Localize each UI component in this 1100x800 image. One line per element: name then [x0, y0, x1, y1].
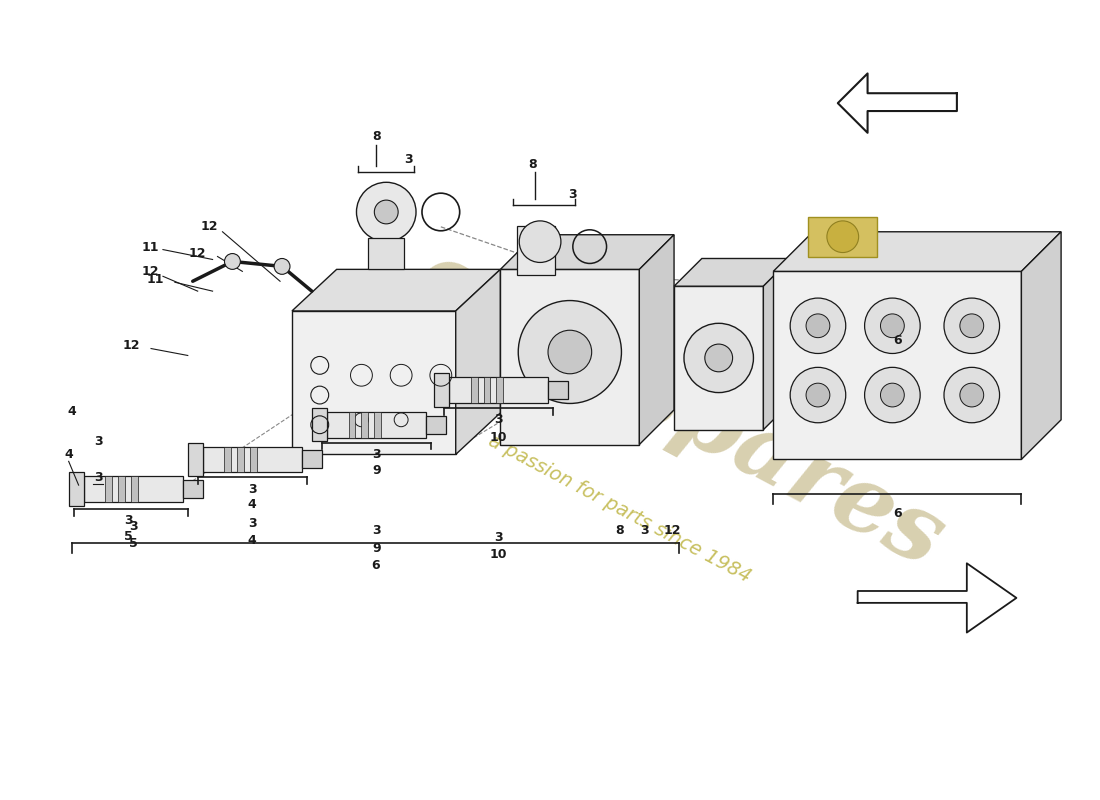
Polygon shape [500, 234, 674, 270]
Polygon shape [224, 446, 231, 472]
Circle shape [374, 200, 398, 224]
Polygon shape [496, 378, 504, 403]
Circle shape [806, 383, 829, 407]
Polygon shape [484, 378, 491, 403]
Text: 3: 3 [494, 531, 503, 544]
Text: 4: 4 [64, 448, 73, 461]
Circle shape [865, 367, 921, 422]
Text: 3: 3 [248, 517, 256, 530]
Circle shape [705, 344, 733, 372]
Polygon shape [773, 271, 1022, 459]
Circle shape [960, 383, 983, 407]
Text: 3: 3 [95, 435, 102, 448]
Polygon shape [119, 476, 125, 502]
Text: 12: 12 [663, 524, 681, 537]
Text: 4: 4 [248, 498, 256, 511]
Circle shape [806, 314, 829, 338]
Text: 9: 9 [372, 464, 381, 477]
Circle shape [880, 383, 904, 407]
Text: 5: 5 [124, 530, 133, 543]
Bar [808, 217, 878, 257]
Text: 11: 11 [141, 241, 158, 254]
Circle shape [960, 314, 983, 338]
Polygon shape [202, 446, 301, 472]
Text: 6: 6 [371, 558, 380, 572]
Text: 3: 3 [124, 514, 132, 527]
Circle shape [224, 254, 241, 270]
Polygon shape [1022, 232, 1062, 459]
Circle shape [880, 314, 904, 338]
Polygon shape [68, 472, 84, 506]
Polygon shape [131, 476, 139, 502]
Polygon shape [433, 374, 449, 407]
Polygon shape [639, 234, 674, 445]
Polygon shape [773, 232, 1062, 271]
Text: 3: 3 [129, 520, 138, 533]
Text: 3: 3 [569, 188, 578, 201]
Polygon shape [763, 258, 791, 430]
Circle shape [519, 221, 561, 262]
Circle shape [944, 298, 1000, 354]
Circle shape [865, 298, 921, 354]
Polygon shape [449, 378, 548, 403]
Text: 12: 12 [189, 247, 207, 260]
Text: 3: 3 [404, 153, 412, 166]
Text: 12: 12 [201, 220, 218, 234]
Text: 8: 8 [615, 524, 624, 537]
Text: 6: 6 [893, 334, 902, 347]
Text: 3: 3 [372, 448, 381, 461]
Polygon shape [674, 258, 791, 286]
Polygon shape [455, 270, 500, 454]
Polygon shape [188, 442, 202, 476]
Text: 5: 5 [129, 537, 138, 550]
Text: 10: 10 [490, 548, 507, 561]
Circle shape [684, 323, 754, 393]
Circle shape [944, 367, 1000, 422]
Text: 3: 3 [494, 414, 503, 426]
Bar [368, 238, 404, 270]
Polygon shape [292, 270, 500, 311]
Text: 3: 3 [248, 482, 256, 495]
Polygon shape [327, 412, 426, 438]
Text: 8: 8 [372, 130, 381, 143]
Polygon shape [349, 412, 355, 438]
Polygon shape [311, 408, 327, 442]
Circle shape [827, 221, 859, 253]
Text: 12: 12 [141, 265, 158, 278]
Text: 9: 9 [372, 542, 381, 555]
Polygon shape [362, 412, 369, 438]
Polygon shape [374, 412, 382, 438]
Polygon shape [292, 311, 455, 454]
Text: 3: 3 [372, 524, 381, 537]
Polygon shape [251, 446, 257, 472]
Text: 12: 12 [122, 339, 140, 352]
Text: 10: 10 [490, 431, 507, 444]
Text: 8: 8 [528, 158, 537, 171]
Text: 3: 3 [640, 524, 649, 537]
Polygon shape [301, 450, 321, 468]
Circle shape [518, 301, 622, 403]
Circle shape [548, 330, 592, 374]
Polygon shape [500, 270, 639, 445]
Polygon shape [548, 381, 568, 399]
Polygon shape [674, 286, 763, 430]
Text: 6: 6 [893, 507, 902, 520]
Polygon shape [471, 378, 477, 403]
Circle shape [356, 182, 416, 242]
Text: eurospares: eurospares [399, 233, 958, 587]
Bar [517, 226, 556, 275]
Text: 11: 11 [146, 273, 164, 286]
Text: a passion for parts since 1984: a passion for parts since 1984 [485, 431, 754, 586]
Polygon shape [426, 416, 446, 434]
Text: 4: 4 [248, 534, 256, 547]
Circle shape [790, 367, 846, 422]
Polygon shape [183, 480, 202, 498]
Circle shape [274, 258, 290, 274]
Circle shape [790, 298, 846, 354]
Text: 3: 3 [95, 470, 102, 484]
Polygon shape [84, 476, 183, 502]
Text: 4: 4 [67, 406, 76, 418]
Polygon shape [238, 446, 244, 472]
Polygon shape [106, 476, 112, 502]
